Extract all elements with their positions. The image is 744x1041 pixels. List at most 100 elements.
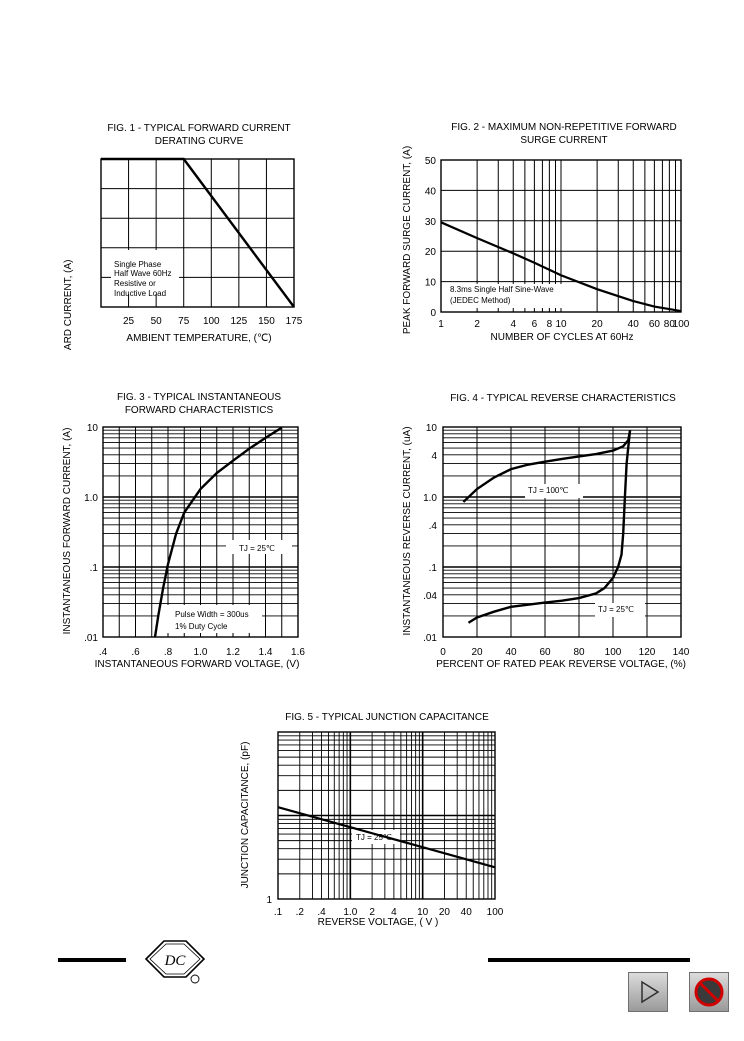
fig4-x-axis-label: PERCENT OF RATED PEAK REVERSE VOLTAGE, (… [436, 659, 686, 670]
fig2-x-tick-label: 100 [673, 319, 690, 330]
fig5-label-box [352, 830, 400, 844]
fig5-series-line [277, 806, 496, 869]
fig2-x-axis-label: NUMBER OF CYCLES AT 60Hz [491, 332, 634, 343]
company-logo: DC [144, 940, 206, 984]
fig4-y-tick-label: 1.0 [423, 493, 437, 504]
fig5-x-tick-label: .2 [296, 907, 305, 918]
fig2-title-line1: FIG. 2 - MAXIMUM NON-REPETITIVE FORWARD [451, 122, 677, 133]
fig2-x-tick-label: 6 [532, 319, 538, 330]
fig3-tj-annotation: TJ = 25℃ [239, 544, 275, 553]
fig1-annotation-line4: Inductive Load [114, 289, 166, 298]
fig1-x-tick-label: 125 [231, 316, 248, 327]
fig4-x-tick-label: 60 [539, 647, 551, 658]
fig5-plot-frame [277, 731, 496, 900]
fig3-duty-annotation: 1% Duty Cycle [175, 622, 228, 631]
fig5-x-tick-label: .4 [317, 907, 326, 918]
fig1-y-axis-label: AVERAGE FORWARD CURRENT, (A) [63, 260, 74, 350]
fig4-plot-frame [442, 426, 682, 638]
fig4-label-box-25 [595, 603, 645, 617]
fig2-x-tick-label: 10 [555, 319, 567, 330]
fig1-title-line2: DERATING CURVE [155, 136, 244, 147]
fig1-annotation-box [111, 250, 179, 294]
fig2-x-tick-label: 40 [628, 319, 640, 330]
fig3-chart: .4 .6 .8 1.0 1.2 1.4 1.6 .01 .1 1.0 10 FIG. 3 - TY… [62, 392, 305, 670]
fig4-x-tick-label: 20 [471, 647, 483, 658]
fig5-x-tick-label: 40 [461, 907, 473, 918]
fig3-x-tick-label: 1.4 [259, 647, 273, 658]
fig5-x-axis-label: REVERSE VOLTAGE, ( V ) [318, 917, 439, 928]
fig2-y-tick-label: 30 [425, 217, 437, 228]
fig5-title: FIG. 5 - TYPICAL JUNCTION CAPACITANCE [285, 712, 489, 723]
stop-button[interactable] [689, 972, 729, 1012]
fig4-chart: 0 20 40 60 80 100 120 140 .01 .04 .1 .4 1.0 4 10 FIG. … [402, 393, 690, 670]
fig5-x-tick-label: 1.0 [343, 907, 357, 918]
fig3-x-axis-label: INSTANTANEOUS FORWARD VOLTAGE, (V) [95, 659, 300, 670]
fig4-x-tick-label: 40 [505, 647, 517, 658]
fig5-x-tick-label: 100 [487, 907, 504, 918]
fig3-y-tick-label: 1.0 [84, 493, 98, 504]
fig4-x-tick-label: 0 [440, 647, 446, 658]
fig2-plot-frame [440, 159, 682, 313]
fig3-x-tick-label: 1.2 [226, 647, 240, 658]
fig2-y-axis-label: PEAK FORWARD SURGE CURRENT, (A) [402, 146, 413, 334]
fig4-y-tick-label: 10 [426, 423, 438, 434]
fig2-title-line2: SURGE CURRENT [520, 135, 607, 146]
fig5-x-tick-label: 4 [391, 907, 397, 918]
fig1-x-tick-label: 25 [123, 316, 135, 327]
fig3-x-tick-label: .8 [164, 647, 173, 658]
fig3-series-line [153, 426, 283, 638]
fig1-x-tick-label: 75 [178, 316, 190, 327]
fig4-x-tick-label: 140 [673, 647, 690, 658]
fig2-x-tick-label: 8 [547, 319, 553, 330]
fig4-series1-label: TJ = 100℃ [528, 486, 568, 495]
fig2-annotation-box [445, 284, 563, 308]
footer-rule-left [58, 958, 126, 962]
fig4-label-box-100 [525, 484, 583, 498]
fig2-x-tick-label: 80 [664, 319, 676, 330]
fig2-series-line [440, 221, 682, 313]
fig2-x-tick-label: 2 [474, 319, 480, 330]
fig5-x-tick-label: .1 [274, 907, 283, 918]
fig1-x-axis-label: AMBIENT TEMPERATURE, (℃) [126, 333, 271, 344]
fig3-y-axis-label: INSTANTANEOUS FORWARD CURRENT, (A) [62, 428, 73, 635]
fig4-series2-label: TJ = 25℃ [598, 605, 634, 614]
fig5-y-axis-label: JUNCTION CAPACITANCE, (pF) [240, 742, 251, 889]
fig4-x-tick-label: 100 [605, 647, 622, 658]
fig5-x-tick-label: 10 [417, 907, 429, 918]
fig2-annotation-line1: 8.3ms Single Half Sine-Wave [450, 285, 554, 294]
fig2-x-tick-label: 60 [649, 319, 661, 330]
fig1-annotation-line1: Single Phase [114, 260, 162, 269]
fig3-x-tick-label: 1.6 [291, 647, 305, 658]
fig5-chart: .1 .2 .4 1.0 2 4 10 20 40 100 1 FIG. 5 - TYPICAL J… [240, 712, 504, 928]
fig1-x-tick-label: 175 [286, 316, 303, 327]
fig2-y-tick-label: 10 [425, 278, 437, 289]
no-entry-icon [694, 977, 724, 1007]
fig4-y-tick-label: .1 [429, 563, 438, 574]
fig1-plot-frame [100, 158, 295, 308]
fig3-x-tick-label: .4 [99, 647, 108, 658]
fig1-annotation-line2: Half Wave 60Hz [114, 269, 172, 278]
fig2-x-tick-label: 20 [592, 319, 604, 330]
footer-rule-right [488, 958, 690, 962]
fig4-series-line-1 [462, 430, 632, 503]
fig4-y-tick-label: .04 [423, 591, 437, 602]
fig2-y-tick-label: 0 [430, 308, 436, 319]
fig3-y-tick-label: 10 [87, 423, 99, 434]
fig1-annotation-line3: Resistive or [114, 279, 156, 288]
fig4-y-tick-label: .01 [423, 633, 437, 644]
fig3-tj-box [226, 540, 292, 554]
fig2-x-tick-label: 1 [438, 319, 444, 330]
fig1-x-tick-label: 150 [258, 316, 275, 327]
fig3-x-tick-label: 1.0 [194, 647, 208, 658]
fig3-pulse-annotation: Pulse Width = 300us [175, 610, 249, 619]
company-logo-text: DC [164, 953, 187, 969]
fig2-annotation-line2: (JEDEC Method) [450, 296, 511, 305]
fig5-series-label: TJ = 25℃ [356, 833, 392, 842]
fig4-title: FIG. 4 - TYPICAL REVERSE CHARACTERISTICS [450, 393, 676, 404]
fig4-x-tick-label: 80 [573, 647, 585, 658]
fig4-y-tick-label: 4 [431, 451, 437, 462]
fig4-y-tick-label: .4 [429, 521, 438, 532]
next-page-button[interactable] [628, 972, 668, 1012]
fig2-y-tick-label: 40 [425, 186, 437, 197]
